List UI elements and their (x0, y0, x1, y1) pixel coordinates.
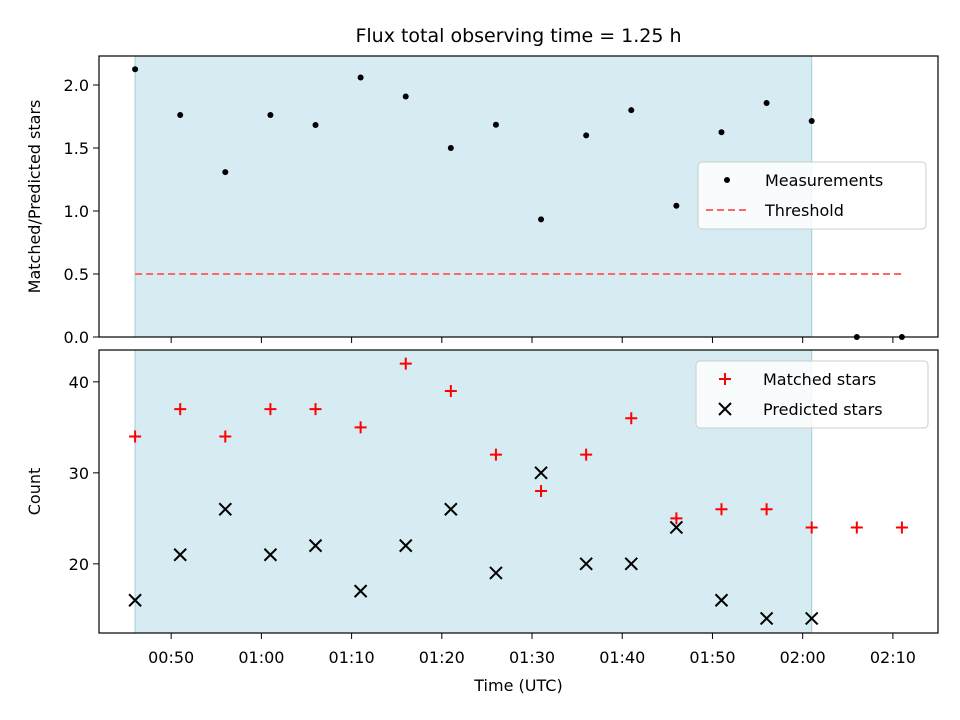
x-tick-label: 01:10 (329, 648, 375, 667)
legend-box (697, 161, 927, 230)
data-point (129, 430, 142, 443)
data-point (760, 503, 773, 516)
data-point (670, 512, 683, 525)
y-tick-label: 0.5 (64, 265, 89, 284)
legend-swatch (724, 177, 730, 183)
y-tick-label: 40 (69, 373, 89, 392)
y-tick-label: 1.0 (64, 202, 89, 221)
data-point (538, 216, 545, 223)
axes-frame (98, 349, 939, 634)
legend: Matched stars Predicted stars (695, 360, 929, 429)
legend: Measurements Threshold (697, 161, 927, 230)
data-point (763, 100, 770, 107)
y-tick-label: 1.5 (64, 139, 89, 158)
data-point (267, 111, 274, 118)
data-point (174, 403, 187, 416)
data-point (263, 548, 278, 562)
series-measurements (132, 66, 905, 340)
y-axis-label: Count (25, 468, 44, 516)
data-point (444, 502, 458, 516)
legend-label: Predicted stars (763, 400, 883, 419)
data-point (673, 202, 680, 209)
legend-label: Matched stars (763, 370, 876, 389)
y-axis-label: Matched/Predicted stars (25, 100, 44, 294)
data-point (312, 122, 319, 129)
data-point (399, 538, 413, 553)
y-tick-label: 20 (69, 555, 89, 574)
data-point (718, 129, 725, 136)
data-point (177, 111, 184, 118)
data-point (850, 521, 863, 534)
x-tick-label: 02:00 (780, 648, 826, 667)
data-point (579, 557, 593, 571)
data-point (354, 421, 367, 434)
legend-label: Threshold (764, 201, 844, 220)
data-point (625, 412, 638, 425)
y-tick-label: 0.0 (64, 328, 89, 347)
data-point (132, 66, 139, 73)
x-tick-label: 01:30 (509, 648, 555, 667)
data-point (308, 538, 323, 553)
data-point (759, 611, 774, 626)
data-point (447, 144, 454, 151)
x-tick-label: 01:20 (419, 648, 465, 667)
legend-swatch (719, 373, 731, 385)
x-tick-label: 00:50 (148, 648, 194, 667)
data-point (580, 448, 593, 461)
data-point (402, 93, 409, 100)
data-point (628, 107, 635, 114)
series-predicted-stars (128, 466, 819, 626)
legend-label: Measurements (765, 171, 883, 190)
axes-frame (98, 55, 939, 338)
data-point (353, 584, 368, 598)
data-point (714, 593, 729, 607)
data-point (804, 611, 819, 626)
data-point (492, 121, 499, 128)
x-tick-label: 01:50 (689, 648, 735, 667)
data-point (489, 448, 502, 461)
x-axis-label: Time (UTC) (473, 676, 562, 695)
x-tick-label: 02:10 (870, 648, 916, 667)
panel-count: 20 30 40 00:50 01:00 01:10 01:20 01:30 01:40 01:5… (25, 349, 939, 695)
data-point (444, 384, 457, 397)
data-point (264, 403, 277, 416)
data-point (357, 74, 364, 81)
data-point (669, 520, 684, 535)
data-point (805, 521, 818, 534)
x-tick-label: 01:00 (238, 648, 284, 667)
data-point (399, 357, 412, 370)
x-tick-label: 01:40 (599, 648, 645, 667)
y-tick-label: 2.0 (64, 76, 89, 95)
y-tick-label: 30 (69, 464, 89, 483)
legend-swatch (718, 402, 732, 416)
data-point (489, 566, 503, 580)
data-point (535, 485, 548, 498)
data-point (624, 557, 638, 571)
panel-ratio: 0.0 0.5 1.0 1.5 2.0 Flux total observing time… (25, 25, 939, 347)
data-point (219, 430, 232, 443)
data-point (309, 403, 322, 416)
data-point (895, 521, 908, 534)
data-point (808, 118, 815, 125)
chart-title: Flux total observing time = 1.25 h (355, 25, 681, 47)
data-point (128, 593, 142, 607)
data-point (222, 169, 229, 176)
legend-box (695, 360, 929, 429)
data-point (583, 132, 590, 139)
data-point (173, 548, 187, 562)
data-point (534, 466, 548, 480)
data-point (715, 503, 728, 516)
series-matched-stars (129, 357, 908, 534)
data-point (218, 502, 233, 516)
